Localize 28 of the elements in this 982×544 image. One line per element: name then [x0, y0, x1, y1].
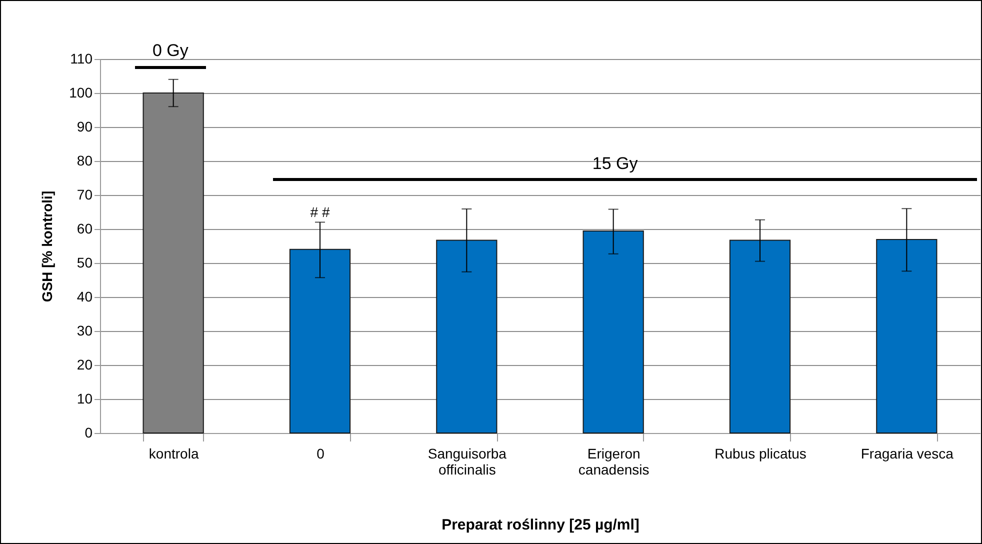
bar [582, 230, 644, 434]
y-tick-label: 90 [76, 118, 93, 134]
y-tick-label: 110 [70, 50, 93, 66]
x-tick-label: kontrola [148, 446, 199, 462]
y-tick-label: 30 [76, 322, 93, 338]
x-tick-label: 0 [316, 446, 325, 462]
y-tick-label: 40 [76, 288, 93, 304]
x-axis-title: Preparat roślinny [25 µg/ml] [442, 516, 640, 534]
bar [876, 239, 938, 434]
bar [289, 248, 351, 434]
y-tick-label: 50 [76, 254, 93, 270]
y-tick-label: 0 [84, 424, 93, 440]
x-tick-label: Erigeron canadensis [578, 446, 650, 478]
annotation: # # [310, 204, 330, 220]
x-tick-label: Fragaria vesca [860, 446, 954, 462]
bar [729, 240, 791, 434]
y-tick-label: 80 [76, 152, 93, 168]
x-tick-label: Rubus plicatus [714, 446, 806, 462]
x-tick-label: Sanguisorba officinalis [428, 446, 507, 478]
y-tick-label: 20 [76, 356, 93, 372]
y-tick-label: 10 [76, 390, 93, 406]
y-tick-label: 100 [69, 84, 93, 100]
bar [436, 240, 498, 434]
y-tick-label: 60 [76, 220, 93, 236]
annotation: 15 Gy [592, 154, 638, 174]
y-tick-label: 70 [76, 186, 93, 202]
annotation: 0 Gy [152, 41, 188, 62]
y-axis-title: GSH [% kontroli] [39, 190, 56, 302]
